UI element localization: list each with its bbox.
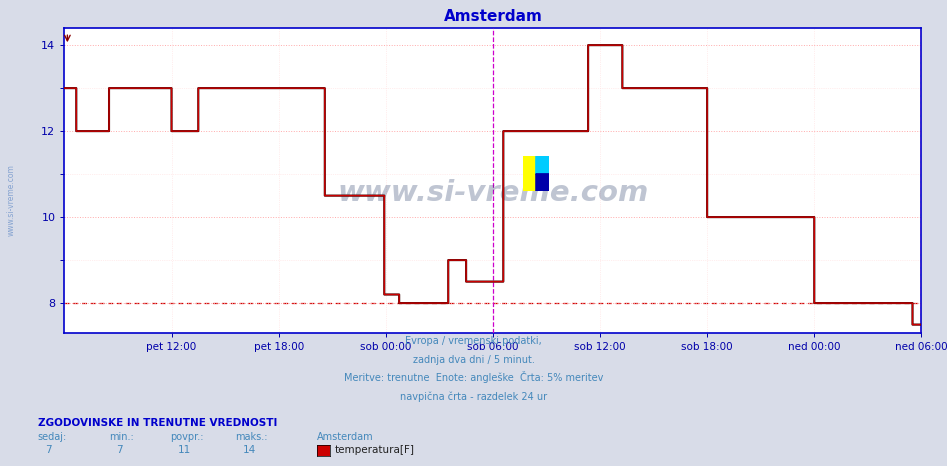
Text: Meritve: trenutne  Enote: angleške  Črta: 5% meritev: Meritve: trenutne Enote: angleške Črta: … xyxy=(344,371,603,383)
Text: www.si-vreme.com: www.si-vreme.com xyxy=(7,164,16,236)
Title: Amsterdam: Amsterdam xyxy=(443,9,543,24)
Polygon shape xyxy=(536,174,549,192)
Text: 14: 14 xyxy=(242,445,256,455)
Text: povpr.:: povpr.: xyxy=(170,432,204,442)
Polygon shape xyxy=(536,157,549,174)
Text: 7: 7 xyxy=(116,445,123,455)
Text: Amsterdam: Amsterdam xyxy=(317,432,374,442)
Text: navpična črta - razdelek 24 ur: navpična črta - razdelek 24 ur xyxy=(400,391,547,402)
Text: www.si-vreme.com: www.si-vreme.com xyxy=(337,179,649,207)
Text: ZGODOVINSKE IN TRENUTNE VREDNOSTI: ZGODOVINSKE IN TRENUTNE VREDNOSTI xyxy=(38,418,277,428)
Polygon shape xyxy=(536,157,549,174)
Text: Evropa / vremenski podatki,: Evropa / vremenski podatki, xyxy=(405,336,542,346)
Text: 11: 11 xyxy=(178,445,191,455)
Text: zadnja dva dni / 5 minut.: zadnja dva dni / 5 minut. xyxy=(413,355,534,364)
Polygon shape xyxy=(536,174,549,192)
Text: sedaj:: sedaj: xyxy=(38,432,67,442)
Text: 7: 7 xyxy=(45,445,52,455)
Text: temperatura[F]: temperatura[F] xyxy=(334,445,414,455)
Text: min.:: min.: xyxy=(109,432,134,442)
Text: maks.:: maks.: xyxy=(235,432,267,442)
